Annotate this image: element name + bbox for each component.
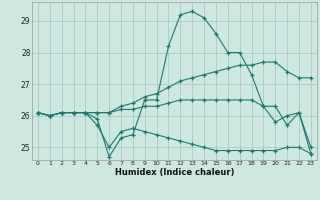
X-axis label: Humidex (Indice chaleur): Humidex (Indice chaleur) xyxy=(115,168,234,177)
